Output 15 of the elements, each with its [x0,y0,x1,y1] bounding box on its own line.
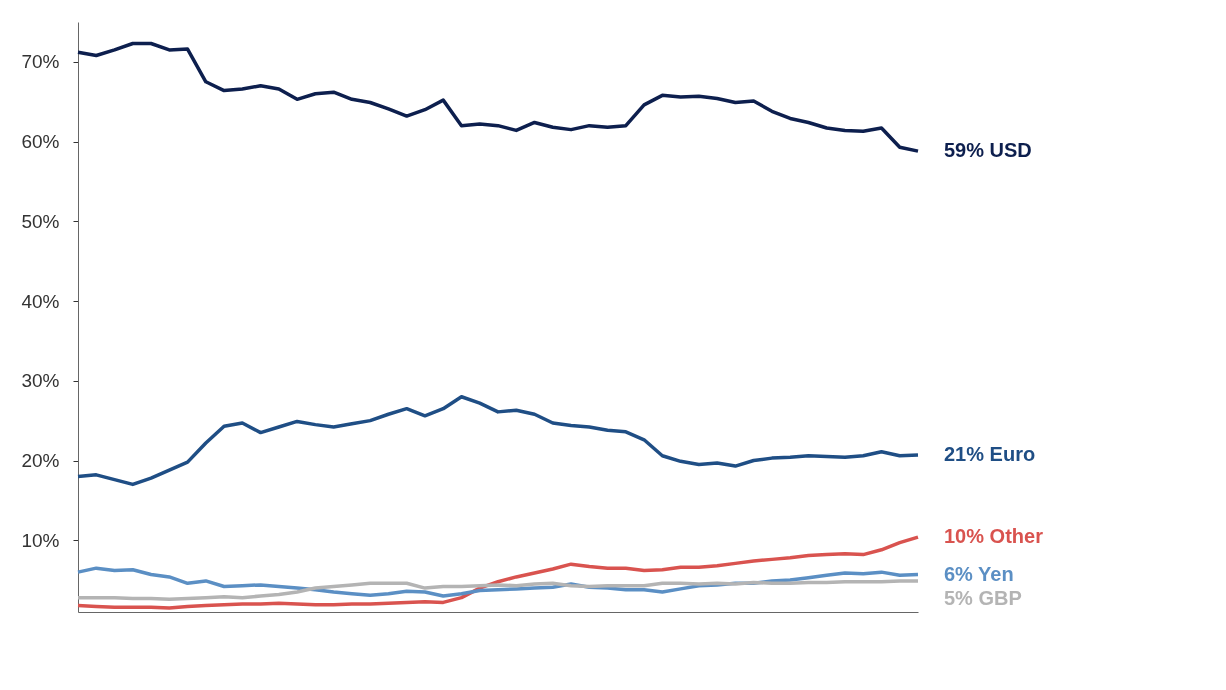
y-tick-label: 50% [21,210,60,232]
y-tick-label: 40% [21,290,60,312]
line-series [76,579,920,601]
series-label: 5% GBP [944,586,1022,609]
line-series [76,394,920,487]
y-tick-label: 20% [21,450,60,472]
y-tick-label: 60% [21,131,60,153]
line-series [76,41,920,153]
series-label: 10% Other [944,525,1044,548]
y-tick-label: 30% [21,370,60,392]
y-tick-label: 10% [21,529,60,551]
series-label: 59% USD [944,139,1032,162]
series-label: 6% Yen [944,562,1014,585]
series-label: 21% Euro [944,442,1036,465]
y-tick-label: 70% [21,51,60,73]
